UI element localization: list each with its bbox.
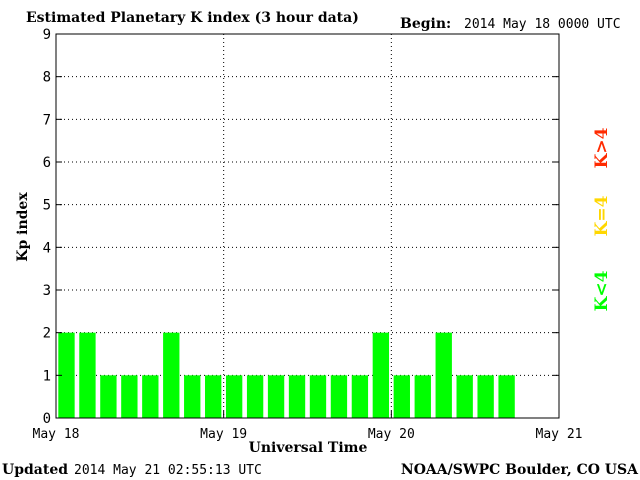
updated-value: 2014 May 21 02:55:13 UTC (74, 463, 262, 478)
kp-bar (330, 375, 348, 418)
kp-bar (498, 375, 515, 418)
y-tick-label: 4 (43, 240, 51, 256)
begin-value: 2014 May 18 0000 UTC (464, 17, 621, 32)
x-tick-label: May 20 (368, 427, 415, 442)
grid-lines (56, 34, 559, 418)
kp-bar (142, 375, 159, 418)
kp-bar (414, 375, 431, 418)
kp-bar (100, 375, 117, 418)
begin-label: Begin: (400, 16, 451, 32)
chart-title: Estimated Planetary K index (3 hour data… (26, 10, 359, 26)
kp-bar (225, 375, 243, 418)
kp-bar (246, 375, 264, 418)
x-tick-label: May 19 (200, 427, 247, 442)
kp-bar (477, 375, 494, 418)
y-tick-label: 6 (43, 155, 51, 171)
source-credit: NOAA/SWPC Boulder, CO USA (401, 462, 639, 478)
y-tick-label: 9 (43, 27, 51, 43)
y-tick-label: 2 (43, 326, 51, 342)
kp-bar (372, 332, 390, 418)
y-tick-label: 0 (43, 411, 51, 427)
y-tick-label: 7 (43, 112, 51, 128)
kp-bar (121, 375, 138, 418)
kp-bar (79, 332, 96, 418)
x-axis: May 18 May 19 May 20 May 21 (33, 411, 583, 442)
kp-bar (288, 375, 306, 418)
y-tick-label: 1 (43, 368, 51, 384)
legend-below-4: K<4 (592, 270, 612, 311)
kp-bar (456, 375, 473, 418)
y-tick-label: 5 (43, 198, 51, 214)
kp-bar (435, 332, 452, 418)
kp-bar (184, 375, 201, 418)
legend-equal-4: K=4 (592, 195, 612, 236)
kp-bar (163, 332, 180, 418)
kp-bar (393, 375, 410, 418)
kp-bar (58, 332, 75, 418)
y-axis: 0 1 2 3 4 5 6 7 8 9 (43, 27, 559, 427)
kp-bar (267, 375, 285, 418)
kp-bar (309, 375, 327, 418)
plot-frame (55, 33, 560, 419)
y-tick-label: 8 (43, 70, 51, 86)
updated-label: Updated (2, 462, 68, 478)
legend-above-4: K>4 (592, 127, 612, 168)
x-tick-label: May 21 (536, 427, 583, 442)
bars (58, 332, 515, 418)
y-axis-label: Kp index (15, 192, 31, 262)
y-tick-label: 3 (43, 283, 51, 299)
x-axis-label: Universal Time (249, 440, 368, 456)
kp-bar (351, 375, 369, 418)
kp-bar (205, 375, 222, 418)
x-tick-label: May 18 (33, 427, 80, 442)
